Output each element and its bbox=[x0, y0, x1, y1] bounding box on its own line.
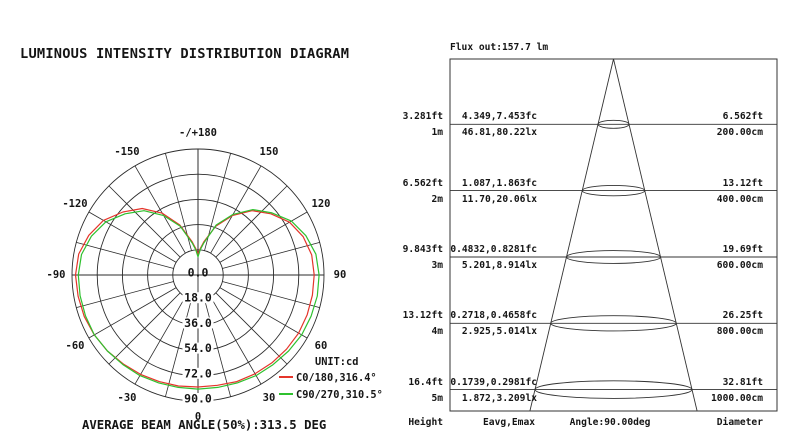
legend-label-c90: C90/270,310.5° bbox=[296, 389, 383, 401]
eavg-emax-lx-label: 46.81,80.22lx bbox=[461, 127, 537, 139]
polar-spoke bbox=[134, 296, 186, 385]
height-m-label: 4m bbox=[431, 326, 443, 338]
eavg-emax-lx-label: 1.872,3.209lx bbox=[461, 392, 537, 404]
diameter-cm-label: 400.00cm bbox=[716, 193, 763, 205]
polar-spoke bbox=[134, 165, 186, 254]
radial-label-mask bbox=[182, 367, 214, 379]
height-ft-label: 6.562ft bbox=[402, 177, 443, 189]
polar-angle-label: 60 bbox=[315, 340, 328, 352]
beam-ellipse bbox=[566, 250, 661, 264]
eavg-emax-fc-label: 1.087,1.863fc bbox=[461, 177, 537, 189]
radial-label-mask bbox=[182, 342, 214, 354]
unit-label: UNIT:cd bbox=[315, 356, 359, 368]
eavg-emax-lx-label: 5.201,8.914lx bbox=[461, 260, 537, 271]
polar-radial-tick: 18.0 bbox=[184, 291, 212, 305]
beam-ellipse bbox=[550, 315, 677, 332]
polar-angle-label: -120 bbox=[62, 198, 87, 210]
height-m-label: 3m bbox=[431, 260, 443, 271]
diameter-ft-label: 19.69ft bbox=[722, 244, 763, 255]
legend-item-c90: C90/270,310.5° bbox=[279, 389, 383, 401]
flux-out-label: Flux out:157.7 lm bbox=[450, 42, 549, 53]
diameter-cm-label: 200.00cm bbox=[716, 127, 763, 139]
polar-radial-tick: 54.0 bbox=[184, 341, 212, 355]
polar-spoke bbox=[204, 299, 231, 397]
polar-spoke bbox=[76, 281, 174, 308]
polar-radial-tick: 36.0 bbox=[184, 316, 212, 330]
diameter-cm-label: 800.00cm bbox=[716, 326, 763, 338]
c90-270-curve bbox=[77, 209, 320, 390]
radial-label-mask bbox=[182, 393, 214, 404]
polar-spoke bbox=[165, 299, 192, 397]
legend-label-c0: C0/180,316.4° bbox=[296, 372, 377, 384]
polar-spoke bbox=[108, 185, 181, 258]
eavg-emax-fc-label: 0.1739,0.2981fc bbox=[450, 376, 537, 388]
c0-line-swatch bbox=[279, 376, 293, 378]
polar-angle-label: 150 bbox=[260, 146, 279, 158]
polar-spoke bbox=[215, 185, 288, 258]
diameter-ft-label: 32.81ft bbox=[722, 376, 763, 388]
c90-line-swatch bbox=[279, 393, 293, 395]
polar-spoke bbox=[210, 296, 262, 385]
polar-spoke bbox=[88, 287, 177, 339]
height-column-label: Height bbox=[408, 417, 443, 428]
diameter-cm-label: 1000.00cm bbox=[711, 392, 763, 404]
diameter-cm-label: 600.00cm bbox=[716, 260, 763, 271]
diameter-column-label: Diameter bbox=[716, 417, 763, 428]
eavg-emax-fc-label: 0.4832,0.8281fc bbox=[450, 244, 537, 255]
height-ft-label: 3.281ft bbox=[402, 111, 443, 123]
polar-spoke bbox=[108, 292, 181, 365]
polar-angle-label: -30 bbox=[118, 392, 137, 404]
polar-angle-label: 90 bbox=[334, 269, 347, 281]
diameter-ft-label: 26.25ft bbox=[722, 310, 763, 322]
height-ft-label: 13.12ft bbox=[402, 310, 443, 322]
eavg-emax-lx-label: 11.70,20.06lx bbox=[461, 193, 537, 205]
polar-radial-tick: 90.0 bbox=[184, 392, 212, 406]
page-title: LUMINOUS INTENSITY DISTRIBUTION DIAGRAM bbox=[20, 46, 350, 62]
c0-180-curve bbox=[74, 207, 315, 388]
height-ft-label: 9.843ft bbox=[402, 244, 443, 255]
polar-radial-tick: 72.0 bbox=[184, 366, 212, 380]
polar-angle-label: -60 bbox=[66, 340, 85, 352]
polar-angle-label: -/+180 bbox=[179, 127, 217, 139]
cone-edge-left bbox=[529, 58, 614, 412]
diameter-ft-label: 6.562ft bbox=[722, 111, 763, 123]
polar-spoke bbox=[210, 165, 262, 254]
polar-spoke bbox=[219, 287, 308, 339]
beam-ellipse bbox=[534, 380, 693, 399]
eavg-emax-lx-label: 2.925,5.014lx bbox=[461, 326, 537, 338]
cone-edge-right bbox=[613, 58, 698, 412]
polar-angle-label: 120 bbox=[312, 198, 331, 210]
polar-angle-label: 0 bbox=[195, 411, 201, 423]
beam-ellipse bbox=[581, 184, 646, 197]
polar-radial-tick: 0.0 bbox=[188, 266, 209, 280]
polar-spoke bbox=[76, 242, 174, 269]
polar-angle-label: -150 bbox=[114, 146, 139, 158]
beam-angle-column-label: Angle:90.00deg bbox=[569, 417, 651, 428]
polar-angle-label: 30 bbox=[263, 392, 276, 404]
eavg-emax-fc-label: 4.349,7.453fc bbox=[461, 111, 537, 123]
polar-angle-label: -90 bbox=[47, 269, 66, 281]
eavg-column-label: Eavg,Emax bbox=[483, 417, 535, 428]
height-ft-label: 16.4ft bbox=[408, 376, 443, 388]
height-m-label: 1m bbox=[431, 127, 443, 139]
polar-spoke bbox=[219, 211, 308, 263]
radial-label-mask bbox=[182, 292, 214, 304]
diameter-ft-label: 13.12ft bbox=[722, 177, 763, 189]
beam-ellipse bbox=[597, 119, 630, 129]
polar-spoke bbox=[222, 281, 320, 308]
polar-spoke bbox=[222, 242, 320, 269]
legend-item-c0: C0/180,316.4° bbox=[279, 372, 377, 384]
eavg-emax-fc-label: 0.2718,0.4658fc bbox=[450, 310, 537, 322]
polar-spoke bbox=[88, 211, 177, 263]
average-beam-angle-label: AVERAGE BEAM ANGLE(50%):313.5 DEG bbox=[82, 418, 327, 432]
height-m-label: 5m bbox=[431, 392, 443, 404]
radial-label-mask bbox=[182, 317, 214, 329]
polar-spoke bbox=[215, 292, 288, 365]
height-m-label: 2m bbox=[431, 193, 443, 205]
